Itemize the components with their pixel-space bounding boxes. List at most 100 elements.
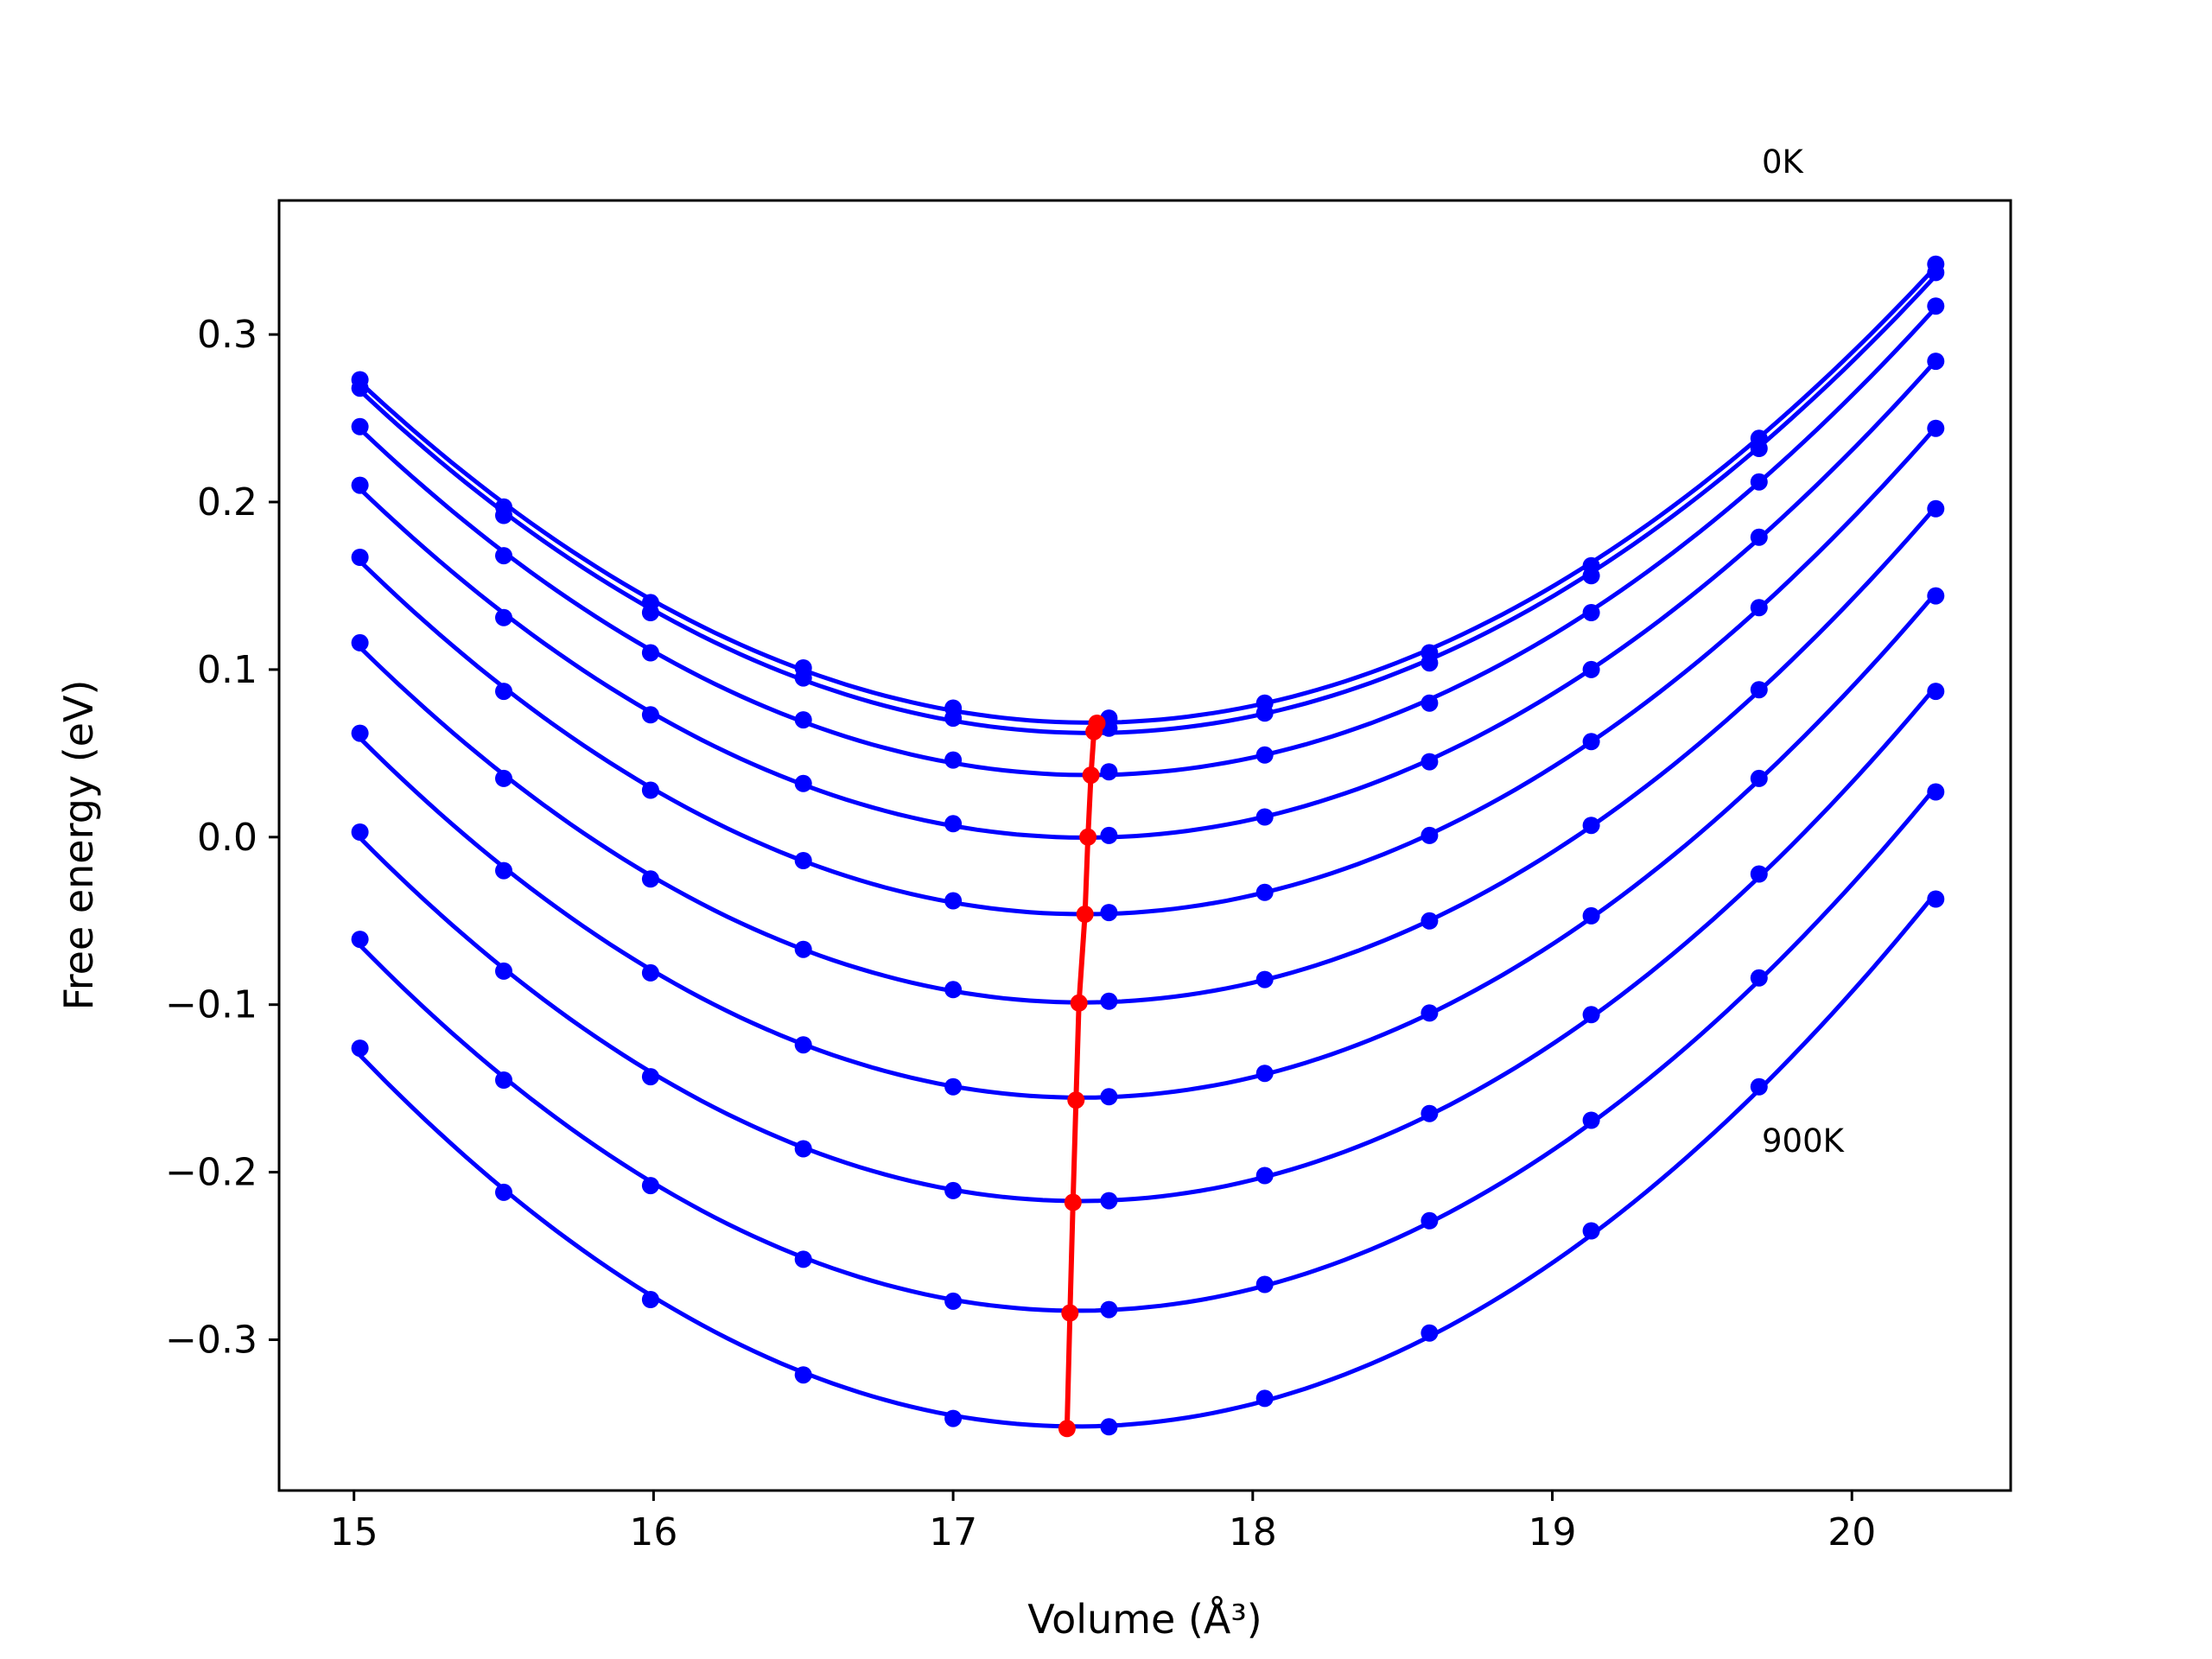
series-4-point-6 [1255, 883, 1274, 901]
series-3-point-6 [1255, 808, 1274, 826]
series-1-point-9 [1750, 440, 1768, 457]
x-tick-label-3: 18 [1229, 1510, 1277, 1554]
series-7-point-3 [794, 1140, 812, 1158]
series-2-point-5 [1100, 763, 1118, 781]
series-line-5 [358, 505, 1938, 1005]
series-5-point-0 [351, 633, 369, 652]
series-5-point-1 [495, 769, 512, 787]
series-4-point-7 [1421, 826, 1439, 844]
series-8-point-5 [1100, 1300, 1118, 1319]
series-2-point-8 [1582, 604, 1600, 621]
series-7-point-7 [1421, 1104, 1439, 1122]
series-7-point-5 [1100, 1192, 1118, 1210]
series-3-point-8 [1582, 660, 1600, 678]
series-line-8 [358, 785, 1938, 1313]
series-7-point-0 [351, 823, 369, 841]
series-1-point-2 [641, 604, 659, 621]
minimum-point-5 [1070, 994, 1088, 1012]
series-line-4 [358, 426, 1938, 917]
plot-marks [351, 255, 1945, 1438]
series-3-point-10 [1927, 353, 1945, 371]
minimum-point-7 [1064, 1193, 1082, 1211]
annotation-900k: 900K [1762, 1122, 1846, 1160]
axes: 15 16 17 18 19 20 −0.3 −0.2 −0.1 0.0 0.1 0.2 0.3 [165, 313, 1876, 1554]
series-4-point-5 [1100, 904, 1118, 922]
y-tick-label-2: −0.1 [165, 983, 257, 1027]
series-4-point-8 [1582, 733, 1600, 751]
series-5-point-2 [641, 870, 659, 888]
series-5-point-3 [794, 940, 812, 958]
minimum-point-6 [1067, 1091, 1085, 1109]
series-line-2 [358, 306, 1938, 778]
series-3-point-7 [1421, 753, 1439, 771]
series-3-point-2 [641, 706, 659, 724]
series-2-point-0 [351, 417, 369, 435]
y-tick-label-5: 0.2 [197, 480, 257, 524]
x-tick-label-4: 19 [1529, 1510, 1577, 1554]
series-3-point-9 [1750, 528, 1768, 546]
series-9-point-3 [794, 1366, 812, 1384]
series-9-point-5 [1100, 1418, 1118, 1436]
minimum-point-1 [1085, 722, 1103, 741]
series-5-point-7 [1421, 912, 1439, 930]
minimum-point-9 [1058, 1420, 1076, 1438]
series-2-point-6 [1255, 746, 1274, 764]
series-1-point-6 [1255, 704, 1274, 722]
series-5-point-10 [1927, 499, 1945, 518]
series-line-9 [358, 891, 1938, 1429]
series-3-point-4 [944, 815, 963, 833]
series-2-point-7 [1421, 694, 1439, 712]
series-5-point-8 [1582, 817, 1600, 835]
series-6-point-7 [1421, 1004, 1439, 1022]
series-2-point-2 [641, 644, 659, 662]
series-4-point-2 [641, 781, 659, 799]
series-9-point-0 [351, 1039, 369, 1058]
x-tick-label-5: 20 [1827, 1510, 1876, 1554]
minimum-point-2 [1082, 766, 1100, 785]
series-5-point-5 [1100, 992, 1118, 1010]
series-9-point-1 [495, 1183, 512, 1201]
series-2-point-3 [794, 711, 812, 729]
annotation-0k: 0K [1762, 143, 1805, 181]
series-7-point-2 [641, 1068, 659, 1086]
minimum-point-4 [1076, 906, 1094, 923]
series-6-point-3 [794, 1036, 812, 1054]
series-6-point-5 [1100, 1088, 1118, 1106]
series-6-point-1 [495, 861, 512, 880]
series-3-point-5 [1100, 826, 1118, 844]
y-tick-label-6: 0.3 [197, 313, 257, 357]
x-tick-label-2: 17 [929, 1510, 977, 1554]
series-3-point-3 [794, 774, 812, 792]
series-7-point-8 [1582, 1006, 1600, 1024]
series-8-point-0 [351, 931, 369, 949]
series-7-point-4 [944, 1181, 963, 1199]
minimum-point-8 [1061, 1304, 1079, 1322]
plot-frame [277, 199, 2012, 1492]
series-8-point-1 [495, 1071, 512, 1089]
series-9-point-10 [1927, 890, 1945, 908]
series-1-point-0 [351, 379, 369, 397]
x-tick-label-1: 16 [629, 1510, 677, 1554]
series-9-point-8 [1582, 1222, 1600, 1240]
series-2-point-10 [1927, 297, 1945, 315]
series-8-point-9 [1750, 969, 1768, 987]
series-1-point-4 [944, 709, 963, 728]
series-1-point-10 [1927, 264, 1945, 282]
series-1-point-3 [794, 669, 812, 687]
series-4-point-4 [944, 892, 963, 910]
series-8-point-3 [794, 1250, 812, 1268]
series-7-point-10 [1927, 683, 1945, 701]
minimum-point-3 [1079, 828, 1097, 846]
series-6-point-0 [351, 724, 369, 742]
x-axis-label: Volume (Å³) [1027, 1596, 1262, 1643]
series-5-point-9 [1750, 681, 1768, 699]
series-2-point-9 [1750, 473, 1768, 491]
series-6-point-6 [1255, 1065, 1274, 1083]
series-line-0 [358, 265, 1938, 725]
series-2-point-1 [495, 547, 512, 565]
series-9-point-7 [1421, 1324, 1439, 1342]
series-6-point-8 [1582, 906, 1600, 925]
series-6-point-9 [1750, 769, 1768, 787]
series-8-point-8 [1582, 1111, 1600, 1129]
